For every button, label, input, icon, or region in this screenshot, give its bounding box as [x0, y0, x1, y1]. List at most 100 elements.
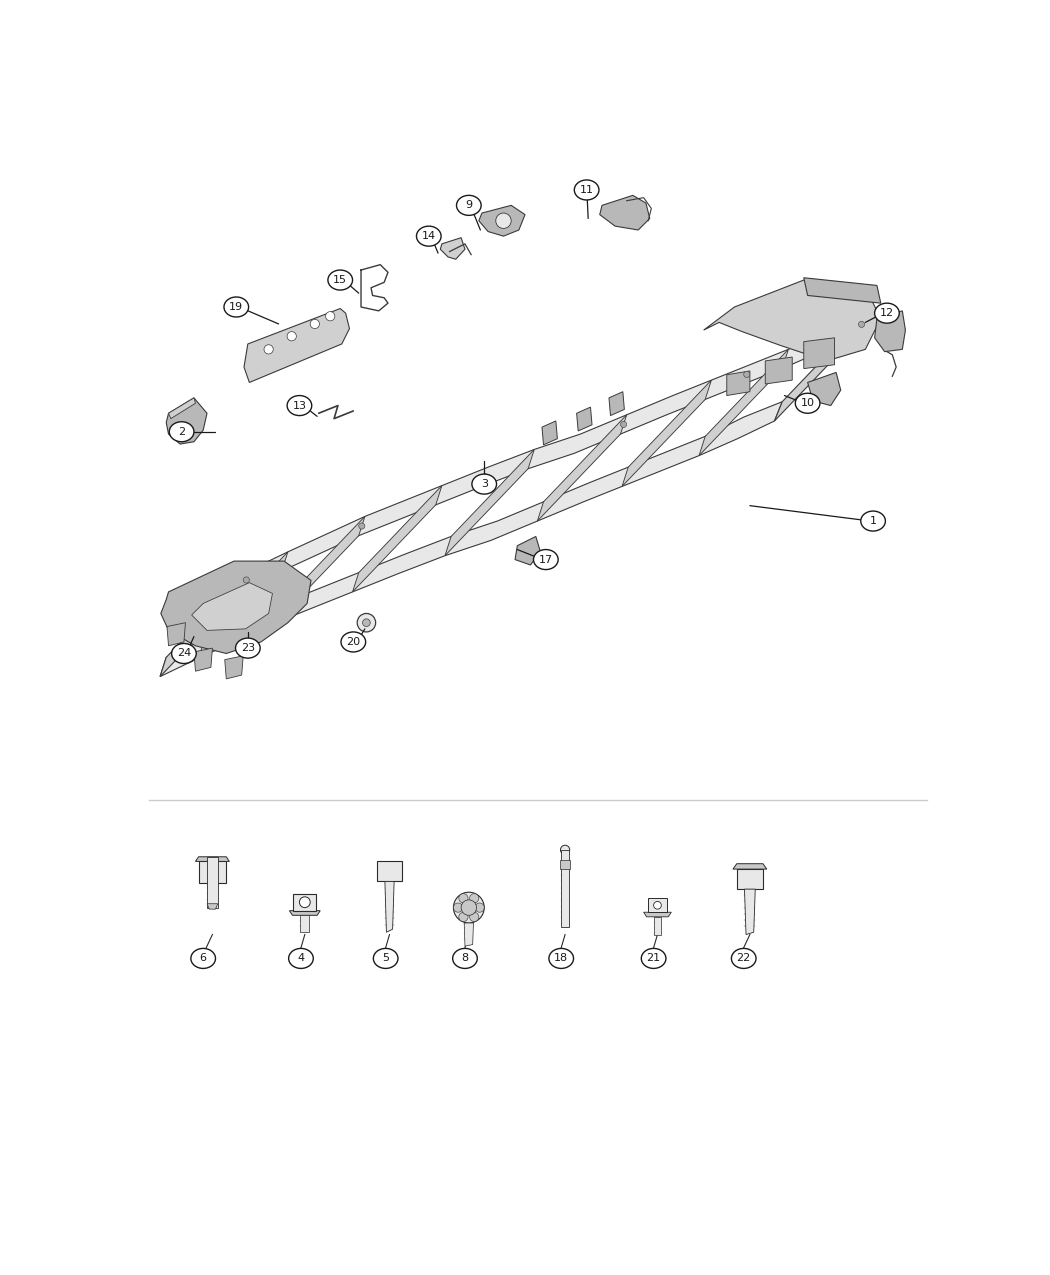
- Polygon shape: [207, 857, 217, 908]
- Circle shape: [461, 900, 477, 915]
- Polygon shape: [160, 570, 250, 677]
- Polygon shape: [167, 622, 186, 646]
- Polygon shape: [744, 889, 755, 935]
- Circle shape: [621, 421, 627, 427]
- Circle shape: [326, 311, 335, 321]
- Polygon shape: [195, 857, 229, 862]
- Ellipse shape: [533, 550, 559, 570]
- Ellipse shape: [732, 949, 756, 969]
- Polygon shape: [561, 850, 569, 927]
- Polygon shape: [775, 315, 865, 421]
- Text: 3: 3: [481, 479, 487, 490]
- Text: 11: 11: [580, 185, 593, 195]
- Ellipse shape: [169, 422, 194, 441]
- Circle shape: [454, 892, 484, 923]
- Polygon shape: [560, 859, 570, 870]
- Polygon shape: [198, 552, 288, 658]
- Polygon shape: [737, 870, 763, 889]
- Ellipse shape: [471, 474, 497, 495]
- Text: 24: 24: [176, 649, 191, 658]
- Polygon shape: [733, 863, 766, 870]
- Circle shape: [287, 332, 296, 340]
- Polygon shape: [300, 915, 310, 932]
- Ellipse shape: [328, 270, 353, 289]
- Ellipse shape: [341, 632, 365, 652]
- Polygon shape: [244, 309, 350, 382]
- Circle shape: [357, 613, 376, 632]
- Ellipse shape: [861, 511, 885, 532]
- Polygon shape: [542, 421, 558, 445]
- Polygon shape: [609, 391, 625, 416]
- Polygon shape: [160, 402, 782, 677]
- Polygon shape: [600, 195, 650, 230]
- Text: 12: 12: [880, 309, 894, 319]
- Polygon shape: [464, 923, 474, 946]
- Text: 23: 23: [240, 643, 255, 653]
- Ellipse shape: [171, 644, 196, 663]
- Text: 21: 21: [647, 954, 660, 964]
- Ellipse shape: [224, 297, 249, 317]
- Circle shape: [244, 576, 250, 583]
- Polygon shape: [168, 398, 195, 418]
- Circle shape: [299, 896, 310, 908]
- Text: 14: 14: [422, 231, 436, 241]
- Text: 9: 9: [465, 200, 472, 210]
- Polygon shape: [765, 357, 793, 384]
- Text: 17: 17: [539, 555, 553, 565]
- Circle shape: [475, 903, 484, 912]
- Polygon shape: [807, 372, 841, 405]
- Circle shape: [496, 213, 511, 228]
- Ellipse shape: [574, 180, 598, 200]
- Polygon shape: [445, 450, 534, 556]
- Circle shape: [359, 523, 365, 529]
- Text: 22: 22: [737, 954, 751, 964]
- Polygon shape: [875, 311, 905, 352]
- Polygon shape: [166, 398, 207, 444]
- Polygon shape: [440, 237, 465, 259]
- Circle shape: [653, 901, 662, 909]
- Text: 15: 15: [333, 275, 348, 286]
- Polygon shape: [377, 862, 402, 881]
- Circle shape: [362, 618, 371, 626]
- Ellipse shape: [795, 393, 820, 413]
- Text: 8: 8: [461, 954, 468, 964]
- Ellipse shape: [287, 395, 312, 416]
- Polygon shape: [727, 371, 750, 395]
- Text: 5: 5: [382, 954, 390, 964]
- Ellipse shape: [235, 638, 260, 658]
- Polygon shape: [198, 862, 227, 884]
- Ellipse shape: [549, 949, 573, 969]
- Polygon shape: [171, 315, 865, 622]
- Circle shape: [454, 903, 463, 912]
- Polygon shape: [804, 278, 881, 303]
- Text: 2: 2: [178, 427, 185, 437]
- Circle shape: [469, 913, 479, 922]
- Polygon shape: [290, 910, 320, 915]
- Circle shape: [859, 321, 864, 328]
- Circle shape: [743, 371, 750, 377]
- Text: 1: 1: [869, 516, 877, 527]
- Circle shape: [459, 913, 468, 922]
- Polygon shape: [622, 380, 712, 486]
- Circle shape: [264, 344, 273, 354]
- Ellipse shape: [374, 949, 398, 969]
- Polygon shape: [804, 338, 835, 368]
- Text: 6: 6: [200, 954, 207, 964]
- Text: 19: 19: [229, 302, 244, 312]
- Circle shape: [459, 894, 468, 903]
- Text: 18: 18: [554, 954, 568, 964]
- Text: 13: 13: [292, 400, 307, 411]
- Polygon shape: [275, 516, 365, 622]
- Text: 20: 20: [346, 638, 360, 646]
- Circle shape: [561, 845, 570, 854]
- Ellipse shape: [453, 949, 478, 969]
- Ellipse shape: [642, 949, 666, 969]
- Ellipse shape: [289, 949, 313, 969]
- Polygon shape: [653, 917, 662, 936]
- Polygon shape: [516, 537, 541, 565]
- Polygon shape: [704, 280, 881, 361]
- Polygon shape: [538, 414, 627, 521]
- Polygon shape: [194, 648, 212, 671]
- Polygon shape: [353, 486, 442, 592]
- Polygon shape: [479, 205, 525, 236]
